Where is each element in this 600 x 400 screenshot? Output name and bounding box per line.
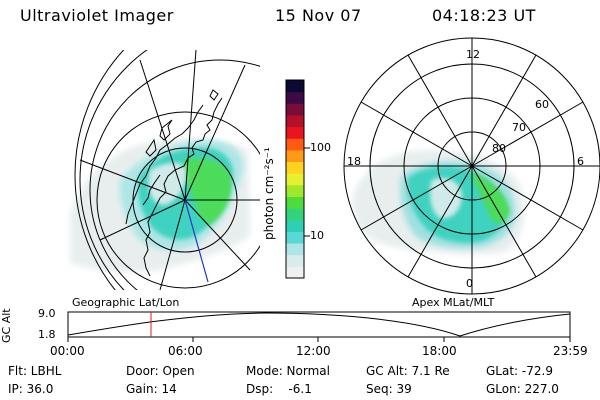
color-scale-cell bbox=[286, 149, 304, 163]
altitude-ymin-label: 1.8 bbox=[38, 328, 56, 341]
colorbar-label-100: 100 bbox=[310, 141, 331, 154]
apex-map-label: Apex MLat/MLT bbox=[412, 296, 495, 309]
altitude-ymax-label: 9.0 bbox=[38, 307, 56, 320]
right-aurora bbox=[352, 150, 525, 255]
altitude-curve bbox=[67, 312, 571, 337]
gc-alt-info: GC Alt: 7.1 Re bbox=[366, 364, 450, 378]
altitude-plot bbox=[67, 311, 571, 342]
coastline bbox=[125, 89, 223, 277]
color-scale-cell bbox=[286, 80, 304, 93]
color-scale-cell bbox=[286, 161, 304, 174]
mlat-label-70: 70 bbox=[512, 121, 526, 134]
colorbar-unit-label: photon cm⁻²s⁻¹ bbox=[262, 147, 276, 240]
door-info: Door: Open bbox=[126, 364, 195, 378]
mlt-label-6: 6 bbox=[577, 155, 584, 168]
color-scale-cell bbox=[286, 254, 304, 267]
color-scale-bar bbox=[285, 79, 310, 279]
mlt-label-0: 0 bbox=[466, 277, 473, 290]
mlat-label-60: 60 bbox=[535, 98, 549, 111]
dsp-info: Dsp: -6.1 bbox=[246, 382, 312, 396]
time-tick-1800: 18:00 bbox=[422, 344, 457, 358]
color-scale-cell bbox=[286, 173, 304, 186]
color-scale-cell bbox=[286, 184, 304, 197]
time-label: 04:18:23 UT bbox=[432, 6, 536, 25]
mlt-label-12: 12 bbox=[466, 48, 480, 61]
filter-info: Flt: LBHL bbox=[8, 364, 62, 378]
geographic-map bbox=[70, 50, 260, 290]
time-tick-0600: 06:00 bbox=[168, 344, 203, 358]
color-scale-cells bbox=[286, 80, 304, 279]
gain-info: Gain: 14 bbox=[126, 382, 177, 396]
apex-polar-map bbox=[343, 37, 600, 295]
altitude-time-ticks bbox=[67, 337, 571, 342]
color-scale-cell bbox=[286, 114, 304, 128]
time-tick-2359: 23:59 bbox=[553, 344, 588, 358]
glon-info: GLon: 227.0 bbox=[486, 382, 559, 396]
seq-info: Seq: 39 bbox=[366, 382, 412, 396]
color-scale-cell bbox=[286, 103, 304, 116]
geographic-map-label: Geographic Lat/Lon bbox=[72, 296, 180, 309]
local-meridian-line bbox=[184, 199, 209, 283]
ip-info: IP: 36.0 bbox=[8, 382, 54, 396]
color-scale-cell bbox=[286, 266, 304, 279]
mlt-label-18: 18 bbox=[347, 155, 361, 168]
time-tick-1200: 12:00 bbox=[296, 344, 331, 358]
mode-info: Mode: Normal bbox=[246, 364, 330, 378]
color-scale-cell bbox=[286, 91, 304, 104]
color-scale-cell bbox=[286, 196, 304, 209]
color-scale-cell bbox=[286, 231, 304, 244]
color-scale-cell bbox=[286, 138, 304, 151]
time-tick-0000: 00:00 bbox=[50, 344, 85, 358]
mlat-label-80: 80 bbox=[492, 142, 506, 155]
color-scale-cell bbox=[286, 243, 304, 256]
color-scale-cell bbox=[286, 208, 304, 221]
app-title: Ultraviolet Imager bbox=[20, 6, 174, 25]
altitude-axis-title: GC Alt bbox=[0, 308, 13, 343]
color-scale-cell bbox=[286, 126, 304, 139]
color-scale-cell bbox=[286, 219, 304, 232]
glat-info: GLat: -72.9 bbox=[486, 364, 553, 378]
colorbar-label-10: 10 bbox=[310, 229, 324, 242]
polar-grid-spokes bbox=[344, 38, 600, 294]
date-label: 15 Nov 07 bbox=[275, 6, 362, 25]
